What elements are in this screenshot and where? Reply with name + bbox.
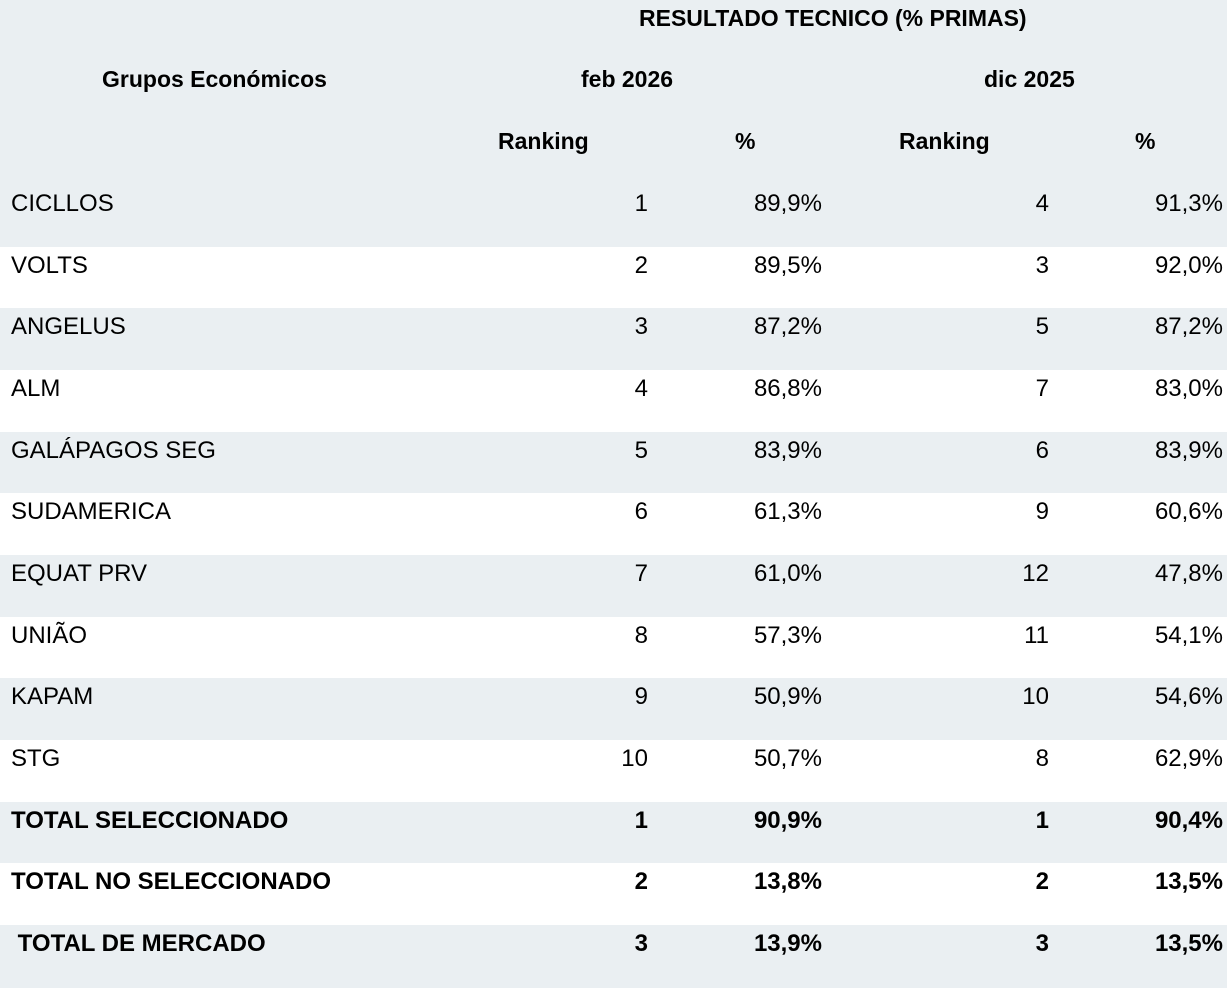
ranking-dic: 5 [1035,313,1049,340]
ranking-dic: 10 [1022,683,1049,710]
ranking-dic: 1 [1035,807,1049,834]
percent-dic: 54,1% [1154,622,1223,649]
percent-dic: 90,4% [1154,807,1223,834]
ranking-dic: 7 [1035,375,1049,402]
percent-feb: 13,8% [753,868,822,895]
percent-dic: 87,2% [1154,313,1223,340]
percent-header-feb: % [735,128,756,154]
ranking-feb: 2 [634,252,648,279]
group-column-header: Grupos Económicos [102,66,327,92]
percent-feb: 57,3% [753,622,822,649]
ranking-dic: 11 [1024,622,1049,649]
table-row: ALM 4 86,8% 7 83,0% [0,370,1227,432]
percent-feb: 89,9% [753,190,822,217]
percent-dic: 83,9% [1154,437,1223,464]
ranking-feb: 2 [634,868,648,895]
table-row: ANGELUS 3 87,2% 5 87,2% [0,308,1227,370]
period-dic-2025-header: dic 2025 [984,66,1075,92]
ranking-dic: 8 [1035,745,1049,772]
percent-feb: 61,3% [753,498,822,525]
ranking-feb: 1 [634,807,648,834]
percent-dic: 13,5% [1154,868,1223,895]
group-name: STG [11,745,61,772]
percent-feb: 87,2% [753,313,822,340]
total-name: TOTAL DE MERCADO [11,930,266,957]
ranking-dic: 3 [1035,252,1049,279]
percent-dic: 83,0% [1154,375,1223,402]
ranking-feb: 9 [634,683,648,710]
ranking-feb: 10 [621,745,648,772]
ranking-feb: 7 [634,560,648,587]
percent-dic: 54,6% [1154,683,1223,710]
ranking-feb: 4 [634,375,648,402]
percent-feb: 86,8% [753,375,822,402]
group-name: VOLTS [11,252,88,279]
group-name: GALÁPAGOS SEG [11,437,216,464]
percent-dic: 62,9% [1154,745,1223,772]
percent-feb: 50,7% [753,745,822,772]
percent-dic: 92,0% [1154,252,1223,279]
percent-feb: 90,9% [753,807,822,834]
total-name: TOTAL NO SELECCIONADO [11,868,332,895]
table-row: CICLLOS 1 89,9% 4 91,3% [0,185,1227,247]
total-row-selected: TOTAL SELECCIONADO 1 90,9% 1 90,4% [0,802,1227,864]
total-row-market: TOTAL DE MERCADO 3 13,9% 3 13,5% [0,925,1227,988]
ranking-dic: 12 [1022,560,1049,587]
table-row: GALÁPAGOS SEG 5 83,9% 6 83,9% [0,432,1227,494]
group-name: ALM [11,375,61,402]
ranking-dic: 2 [1035,868,1049,895]
percent-header-dic: % [1135,128,1156,154]
ranking-feb: 8 [634,622,648,649]
percent-dic: 13,5% [1154,930,1223,957]
ranking-dic: 4 [1035,190,1049,217]
ranking-feb: 6 [634,498,648,525]
ranking-feb: 5 [634,437,648,464]
percent-feb: 61,0% [753,560,822,587]
group-name: EQUAT PRV [11,560,148,587]
percent-feb: 50,9% [753,683,822,710]
ranking-feb: 3 [634,930,648,957]
group-name: UNIÃO [11,622,88,649]
table-row: STG 10 50,7% 8 62,9% [0,740,1227,802]
group-name: SUDAMERICA [11,498,172,525]
ranking-dic: 9 [1035,498,1049,525]
ranking-header-feb: Ranking [498,128,589,154]
percent-feb: 83,9% [753,437,822,464]
percent-feb: 13,9% [753,930,822,957]
total-row-not-selected: TOTAL NO SELECCIONADO 2 13,8% 2 13,5% [0,863,1227,925]
ranking-dic: 6 [1035,437,1049,464]
ranking-feb: 3 [634,313,648,340]
percent-dic: 47,8% [1154,560,1223,587]
ranking-header-dic: Ranking [899,128,990,154]
percent-dic: 91,3% [1154,190,1223,217]
group-name: CICLLOS [11,190,114,217]
group-name: KAPAM [11,683,94,710]
table-title: RESULTADO TECNICO (% PRIMAS) [639,5,1027,31]
percent-dic: 60,6% [1154,498,1223,525]
group-name: ANGELUS [11,313,126,340]
ranking-dic: 3 [1035,930,1049,957]
period-feb-2026-header: feb 2026 [581,66,674,92]
total-name: TOTAL SELECCIONADO [11,807,289,834]
table-header: RESULTADO TECNICO (% PRIMAS) Grupos Econ… [0,0,1227,185]
table-row: KAPAM 9 50,9% 10 54,6% [0,678,1227,740]
table-row: SUDAMERICA 6 61,3% 9 60,6% [0,493,1227,555]
percent-feb: 89,5% [753,252,822,279]
table-row: VOLTS 2 89,5% 3 92,0% [0,247,1227,309]
table-row: EQUAT PRV 7 61,0% 12 47,8% [0,555,1227,617]
ranking-feb: 1 [634,190,648,217]
table-row: UNIÃO 8 57,3% 11 54,1% [0,617,1227,679]
